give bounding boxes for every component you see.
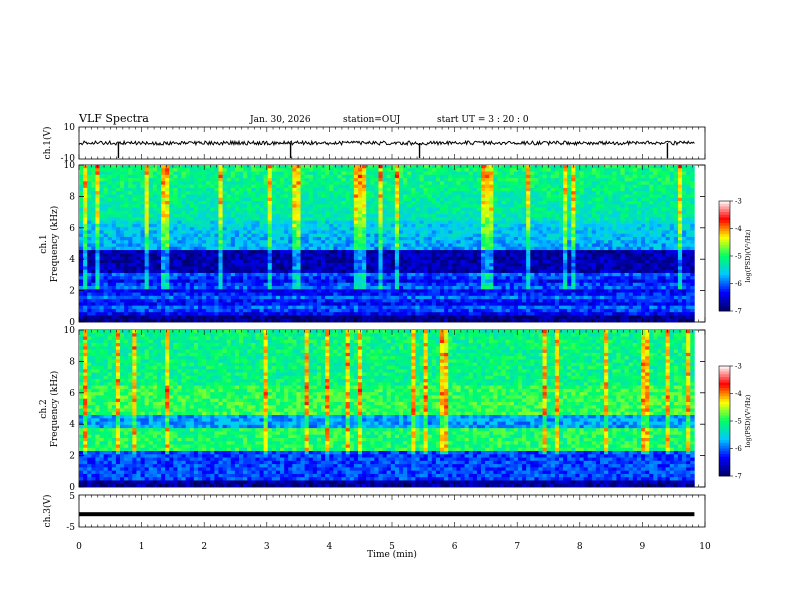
time-tick-6: 6 — [452, 542, 458, 552]
cb2-tick--5: -5 — [735, 418, 742, 426]
ch3-ylabel: ch.3(V) — [42, 495, 53, 528]
cb2-tick--6: -6 — [735, 445, 742, 453]
ch2-spectrogram-panel: 0 2 4 6 8 10 ch.2 Frequency (kHz) — [39, 326, 706, 493]
ch2-spectrogram-ylabel-frequency: Frequency (kHz) — [49, 371, 60, 448]
spec2-ytick-4: 4 — [69, 420, 75, 430]
ch2-colorbar-label: log(PSD)(V²/Hz) — [744, 394, 752, 447]
ch1-ytick-bottom: -10 — [61, 154, 76, 164]
ch2-colorbar-ticks: -3 -4 -5 -6 -7 — [730, 363, 742, 481]
spec2-ytick-2: 2 — [69, 452, 75, 462]
ch2-spectrogram-ylabel-channel: ch.2 — [39, 399, 49, 418]
ch3-panel: 5 -5 ch.3(V) — [42, 492, 706, 533]
ch2-colorbar: -3 -4 -5 -6 -7 log(PSD)(V²/Hz) — [718, 363, 752, 481]
ch3-ytick-top: 5 — [69, 492, 75, 502]
time-tick-10: 10 — [699, 542, 711, 552]
ch2-colorbar-gradient — [719, 366, 730, 477]
cb2-tick--7: -7 — [735, 473, 742, 481]
time-axis-tick-labels: 0 1 2 3 4 5 6 7 8 9 10 — [76, 542, 711, 552]
ch1-spectrogram-yticks: 0 2 4 6 8 10 — [64, 161, 705, 328]
date-label: Jan. 30, 2026 — [249, 115, 311, 125]
ch3-trace — [79, 512, 695, 517]
ch1-colorbar-label: log(PSD)(V²/Hz) — [744, 229, 752, 282]
ch1-spectrogram-image — [79, 165, 695, 323]
time-tick-4: 4 — [327, 542, 333, 552]
time-tick-0: 0 — [76, 542, 82, 552]
spec2-ytick-6: 6 — [69, 389, 75, 399]
cb1-tick--6: -6 — [735, 280, 742, 288]
time-tick-5: 5 — [389, 542, 395, 552]
spec2-ytick-0: 0 — [69, 483, 75, 493]
spec1-ytick-0: 0 — [69, 318, 75, 328]
spec1-ytick-8: 8 — [69, 192, 75, 202]
ch3-ytick-bottom: -5 — [66, 523, 75, 533]
ch1-waveform-ylabel: ch.1(V) — [42, 127, 53, 160]
ch3-frame — [78, 494, 706, 528]
ch1-colorbar-ticks: -3 -4 -5 -6 -7 — [730, 198, 742, 316]
time-axis-ticks — [78, 127, 706, 527]
cb1-tick--4: -4 — [735, 225, 742, 233]
spec1-ytick-2: 2 — [69, 287, 75, 297]
start-ut-label: start UT = 3 : 20 : 0 — [437, 115, 529, 125]
cb1-tick--3: -3 — [735, 198, 742, 206]
time-tick-9: 9 — [640, 542, 646, 552]
ch1-colorbar-gradient — [719, 201, 730, 312]
ch1-spectrogram-panel: 0 2 4 6 8 10 ch.1 Frequency (kHz) — [39, 161, 706, 328]
ch1-spectrogram-ylabel-frequency: Frequency (kHz) — [49, 206, 60, 283]
figure-title: VLF Spectra — [78, 112, 149, 125]
time-tick-1: 1 — [139, 542, 145, 552]
time-tick-7: 7 — [514, 542, 520, 552]
spec1-ytick-6: 6 — [69, 224, 75, 234]
ch2-spectrogram-yticks: 0 2 4 6 8 10 — [64, 326, 705, 493]
cb2-tick--3: -3 — [735, 363, 742, 371]
spec2-ytick-8: 8 — [69, 357, 75, 367]
cb2-tick--4: -4 — [735, 390, 742, 398]
station-label: station=OUJ — [343, 115, 401, 125]
ch1-waveform-panel: 10 -10 ch.1(V) — [42, 123, 706, 164]
time-tick-3: 3 — [264, 542, 270, 552]
ch1-waveform-trace — [78, 139, 695, 147]
ch1-spectrogram-ylabel-channel: ch.1 — [39, 234, 49, 253]
ch2-spectrogram-image — [79, 330, 695, 488]
time-axis-label: Time (min) — [367, 549, 417, 560]
ch1-waveform-spikes — [117, 143, 669, 158]
time-tick-2: 2 — [201, 542, 207, 552]
cb1-tick--7: -7 — [735, 308, 742, 316]
spec2-ytick-10: 10 — [64, 326, 76, 336]
ch1-ytick-top: 10 — [64, 123, 76, 133]
spec1-ytick-4: 4 — [69, 255, 75, 265]
cb1-tick--5: -5 — [735, 253, 742, 261]
spec1-ytick-10: 10 — [64, 161, 76, 171]
ch1-colorbar: -3 -4 -5 -6 -7 log(PSD)(V²/Hz) — [718, 198, 752, 316]
time-tick-8: 8 — [577, 542, 583, 552]
